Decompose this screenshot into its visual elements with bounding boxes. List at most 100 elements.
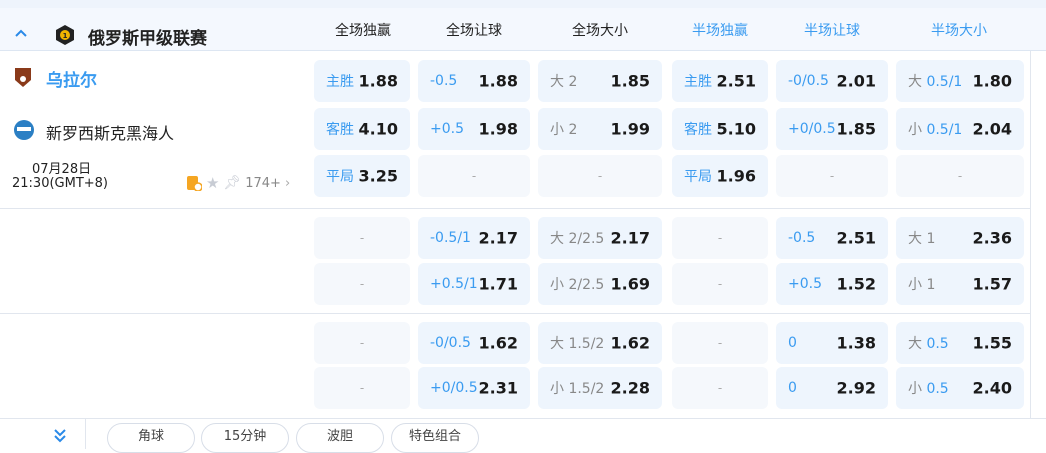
odds-type: 小 (550, 381, 564, 397)
odds-value: 2.17 (610, 228, 650, 248)
odds-value: 2.40 (972, 378, 1012, 398)
odds-label: 平局 (684, 169, 712, 185)
odds-cell[interactable]: 小 0.5 2.40 (896, 367, 1024, 409)
odds-cell[interactable]: 客胜 5.10 (672, 108, 768, 150)
away-team[interactable]: 新罗西斯克黑海人 (46, 124, 175, 143)
odds-cell[interactable]: - (672, 217, 768, 259)
odds-cell[interactable]: - (672, 367, 768, 409)
empty-odds: - (359, 381, 365, 395)
empty-odds: - (717, 381, 723, 395)
odds-cell[interactable]: - (672, 322, 768, 364)
league-name: 俄罗斯甲级联赛 (88, 29, 207, 49)
empty-odds: - (717, 277, 723, 291)
odds-value: 1.62 (478, 333, 518, 353)
odds-value: 2.17 (478, 228, 518, 248)
odds-cell[interactable]: 0 1.38 (776, 322, 888, 364)
odds-cell[interactable]: 平局 3.25 (314, 155, 410, 197)
odds-value: 1.57 (972, 274, 1012, 294)
market-tab[interactable]: 角球 (107, 423, 195, 453)
odds-cell[interactable]: 大 2 1.85 (538, 60, 662, 102)
chevron-up-icon[interactable] (14, 26, 28, 40)
odds-cell[interactable]: - (776, 155, 888, 197)
odds-value: 2.51 (716, 71, 756, 91)
market-tab[interactable]: 特色组合 (391, 423, 479, 453)
empty-odds: - (717, 336, 723, 350)
odds-cell[interactable]: -0/0.5 1.62 (418, 322, 530, 364)
odds-cell[interactable]: -0.5/1 2.17 (418, 217, 530, 259)
odds-cell[interactable]: - (314, 263, 410, 305)
odds-line: 2/2.5 (568, 231, 605, 247)
odds-cell[interactable]: 小 2/2.5 1.69 (538, 263, 662, 305)
odds-line: 1.5/2 (568, 336, 605, 352)
odds-cell[interactable]: 小 1.5/2 2.28 (538, 367, 662, 409)
odds-cell[interactable]: 大 1.5/2 1.62 (538, 322, 662, 364)
odds-cell[interactable]: 平局 1.96 (672, 155, 768, 197)
top-strip (0, 0, 1046, 8)
odds-cell[interactable]: 小 2 1.99 (538, 108, 662, 150)
odds-cell[interactable]: 主胜 2.51 (672, 60, 768, 102)
odds-value: 3.25 (358, 166, 398, 186)
odds-label: -0/0.5 (430, 335, 471, 351)
odds-cell[interactable]: 小 1 1.57 (896, 263, 1024, 305)
divider (85, 419, 86, 449)
odds-cell[interactable]: +0.5/1 1.71 (418, 263, 530, 305)
odds-value: 2.01 (836, 71, 876, 91)
chevron-right-icon[interactable]: › (284, 175, 291, 191)
odds-cell[interactable]: - (538, 155, 662, 197)
odds-label: 0 (788, 335, 797, 351)
odds-cell[interactable]: +0.5 1.52 (776, 263, 888, 305)
odds-label: +0.5 (430, 121, 464, 137)
empty-odds: - (359, 231, 365, 245)
odds-cell[interactable]: - (418, 155, 530, 197)
odds-value: 2.92 (836, 378, 876, 398)
odds-cell[interactable]: - (672, 263, 768, 305)
odds-value: 1.52 (836, 274, 876, 294)
empty-odds: - (471, 169, 477, 183)
double-chevron-down-icon[interactable] (52, 427, 68, 443)
odds-cell[interactable]: - (314, 322, 410, 364)
odds-value: 2.31 (478, 378, 518, 398)
empty-odds: - (957, 169, 963, 183)
odds-cell[interactable]: 大 0.5 1.55 (896, 322, 1024, 364)
odds-value: 2.36 (972, 228, 1012, 248)
odds-cell[interactable]: 主胜 1.88 (314, 60, 410, 102)
odds-cell[interactable]: +0.5 1.98 (418, 108, 530, 150)
market-tab[interactable]: 波胆 (296, 423, 384, 453)
odds-value: 2.28 (610, 378, 650, 398)
market-tab[interactable]: 15分钟 (201, 423, 289, 453)
odds-cell[interactable]: +0/0.5 2.31 (418, 367, 530, 409)
odds-cell[interactable]: -0.5 1.88 (418, 60, 530, 102)
odds-cell[interactable]: - (314, 367, 410, 409)
odds-line: 0.5 (926, 336, 949, 352)
odds-cell[interactable]: -0.5 2.51 (776, 217, 888, 259)
column-header: 全场让球 (446, 23, 502, 39)
empty-odds: - (829, 169, 835, 183)
home-team[interactable]: 乌拉尔 (46, 71, 97, 91)
svg-text:1: 1 (63, 32, 68, 40)
odds-type: 小 (908, 277, 922, 293)
odds-cell[interactable]: +0/0.5 1.85 (776, 108, 888, 150)
odds-cell[interactable]: - (314, 217, 410, 259)
odds-cell[interactable]: 大 0.5/1 1.80 (896, 60, 1024, 102)
odds-cell[interactable]: 0 2.92 (776, 367, 888, 409)
odds-cell[interactable]: 大 2/2.5 2.17 (538, 217, 662, 259)
stats-icon[interactable] (186, 175, 202, 191)
odds-cell[interactable]: 大 1 2.36 (896, 217, 1024, 259)
odds-cell[interactable]: - (896, 155, 1024, 197)
group-divider (0, 208, 1030, 209)
empty-odds: - (359, 277, 365, 291)
odds-value: 4.10 (358, 119, 398, 139)
odds-cell[interactable]: -0/0.5 2.01 (776, 60, 888, 102)
star-icon[interactable]: ★ (206, 174, 220, 192)
odds-cell[interactable]: 小 0.5/1 2.04 (896, 108, 1024, 150)
odds-value: 5.10 (716, 119, 756, 139)
odds-cell[interactable]: 客胜 4.10 (314, 108, 410, 150)
odds-type: 小 (908, 122, 922, 138)
more-markets-link[interactable]: 174+ (245, 175, 281, 191)
column-header: 半场让球 (804, 23, 860, 39)
odds-label: -0/0.5 (788, 73, 829, 89)
odds-value: 1.38 (836, 333, 876, 353)
odds-label: +0.5/1 (430, 276, 478, 292)
pin-icon[interactable]: 📌︎ (223, 175, 242, 191)
odds-label: +0/0.5 (788, 121, 836, 137)
